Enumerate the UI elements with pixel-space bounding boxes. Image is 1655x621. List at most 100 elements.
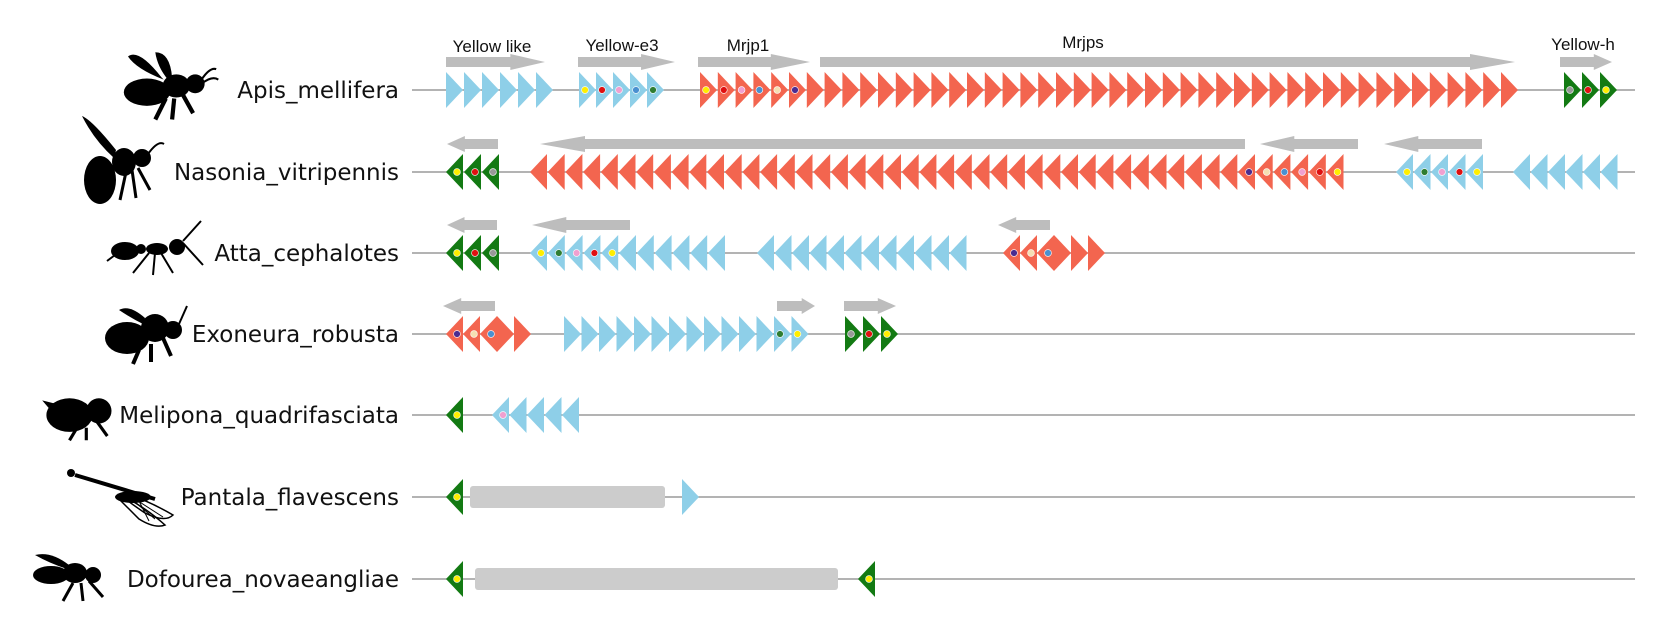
- gene-family-label: Yellow-h: [1551, 35, 1615, 54]
- gene-family-label: Mrjps: [1062, 33, 1104, 52]
- mrjp-gene: [824, 72, 842, 108]
- yellow-like-gene: [599, 316, 616, 352]
- stingless-bee-icon: [40, 396, 114, 442]
- motif-dot: [581, 86, 589, 94]
- mrjp-gene: [878, 72, 895, 108]
- mrjp-gene: [1078, 154, 1096, 190]
- mrjp-gene: [707, 154, 724, 190]
- motif-dot: [453, 411, 461, 419]
- motif-dot: [755, 86, 764, 94]
- species-rows: Apis_mellifera Nasonia_vitripennis Atta_ce…: [31, 52, 1635, 603]
- motif-dot: [720, 86, 728, 94]
- species-label: Atta_cephalotes: [214, 241, 399, 267]
- mrjp-gene: [1061, 154, 1078, 190]
- wasp-icon: [80, 114, 166, 206]
- yellow-like-gene: [544, 397, 562, 433]
- yellow-like-gene: [862, 235, 879, 271]
- orientation-arrow: [532, 217, 630, 233]
- motif-dot: [453, 575, 461, 583]
- orientation-arrow: [540, 136, 1245, 152]
- motif-dot: [572, 249, 581, 257]
- mrjp-gene: [795, 154, 813, 190]
- yellow-like-gene: [536, 72, 553, 108]
- mrjp-gene: [954, 154, 972, 190]
- yellow-like-gene: [809, 235, 827, 271]
- motif-dot: [1298, 168, 1306, 176]
- yellow-like-gene: [464, 72, 481, 108]
- dragonfly-icon: [65, 467, 175, 529]
- species-row-exoneura-robusta: Exoneura_robusta: [103, 298, 1635, 366]
- orientation-arrow: [447, 217, 497, 233]
- mrjp-gene: [1096, 154, 1114, 190]
- species-label: Melipona_quadrifasciata: [119, 403, 399, 429]
- mrjp-gene: [806, 72, 824, 108]
- motif-dot: [865, 330, 873, 338]
- motif-dot: [537, 249, 545, 257]
- yellow-like-gene: [634, 316, 651, 352]
- motif-dot: [489, 249, 497, 257]
- mrjp-gene: [1002, 72, 1020, 108]
- mrjp-gene: [618, 154, 636, 190]
- yellow-like-gene: [1583, 154, 1600, 190]
- motif-dot: [1333, 168, 1342, 176]
- mrjp-gene: [1305, 72, 1323, 108]
- mrjp-gene: [913, 72, 931, 108]
- yellow-like-gene: [527, 397, 544, 433]
- motif-dot: [793, 330, 802, 338]
- yellow-like-gene: [669, 316, 686, 352]
- mrjp-gene: [583, 154, 601, 190]
- mrjp-gene: [1180, 72, 1198, 108]
- mrjp-gene: [984, 72, 1002, 108]
- yellow-like-gene: [636, 235, 654, 271]
- mrjp-gene: [1025, 154, 1043, 190]
- yellow-like-gene: [704, 316, 721, 352]
- mrjp-gene: [1376, 72, 1394, 108]
- yellow-like-gene: [564, 316, 581, 352]
- orientation-arrow: [578, 54, 675, 70]
- yellow-like-gene: [482, 72, 499, 108]
- yellow-like-gene: [1530, 154, 1548, 190]
- motif-dot: [608, 249, 616, 257]
- mrjp-gene: [1501, 72, 1518, 108]
- mrjp-gene: [1465, 72, 1483, 108]
- mrjp-gene: [1114, 154, 1132, 190]
- mrjp-gene: [742, 154, 760, 190]
- mrjp-gene: [1251, 72, 1269, 108]
- orientation-arrow: [698, 54, 810, 70]
- species-row-pantala-flavescens: Pantala_flavescens: [65, 467, 1635, 529]
- mrjp-gene: [1054, 235, 1071, 271]
- yellow-like-gene: [721, 316, 739, 352]
- orientation-arrow: [777, 298, 815, 314]
- mrjp-gene: [895, 72, 913, 108]
- yellow-like-gene: [844, 235, 862, 271]
- motif-dot: [1420, 168, 1429, 176]
- species-row-dofourea-novaeangliae: Dofourea_novaeangliae: [31, 552, 1635, 603]
- ant-icon: [106, 220, 204, 276]
- yellow-like-gene: [914, 235, 932, 271]
- motif-dot: [1010, 249, 1018, 257]
- mrjp-gene: [600, 154, 618, 190]
- motif-dot: [649, 86, 657, 94]
- yellow-like-gene: [509, 397, 527, 433]
- yellow-like-gene: [616, 316, 634, 352]
- mrjp-gene: [1340, 72, 1358, 108]
- species-label: Nasonia_vitripennis: [174, 160, 399, 186]
- motif-dot: [453, 330, 461, 338]
- mrjp-gene: [1323, 72, 1340, 108]
- mrjp-gene: [671, 154, 689, 190]
- yellow-like-gene: [1513, 154, 1530, 190]
- yellow-like-gene: [682, 479, 699, 515]
- bee-icon: [124, 52, 219, 119]
- fly-wasp-icon: [31, 552, 105, 603]
- mrjp-gene: [1020, 72, 1038, 108]
- species-label: Exoneura_robusta: [192, 322, 399, 348]
- yellow-like-gene: [708, 235, 725, 271]
- gene-family-label: Yellow-e3: [585, 36, 658, 55]
- mrjp-gene: [1447, 72, 1465, 108]
- motif-dot: [453, 168, 461, 176]
- motif-dot: [1602, 86, 1610, 94]
- yellow-like-gene: [827, 235, 844, 271]
- mrjp-gene: [1220, 154, 1238, 190]
- motif-dot: [737, 86, 746, 94]
- orientation-arrow: [1384, 136, 1482, 152]
